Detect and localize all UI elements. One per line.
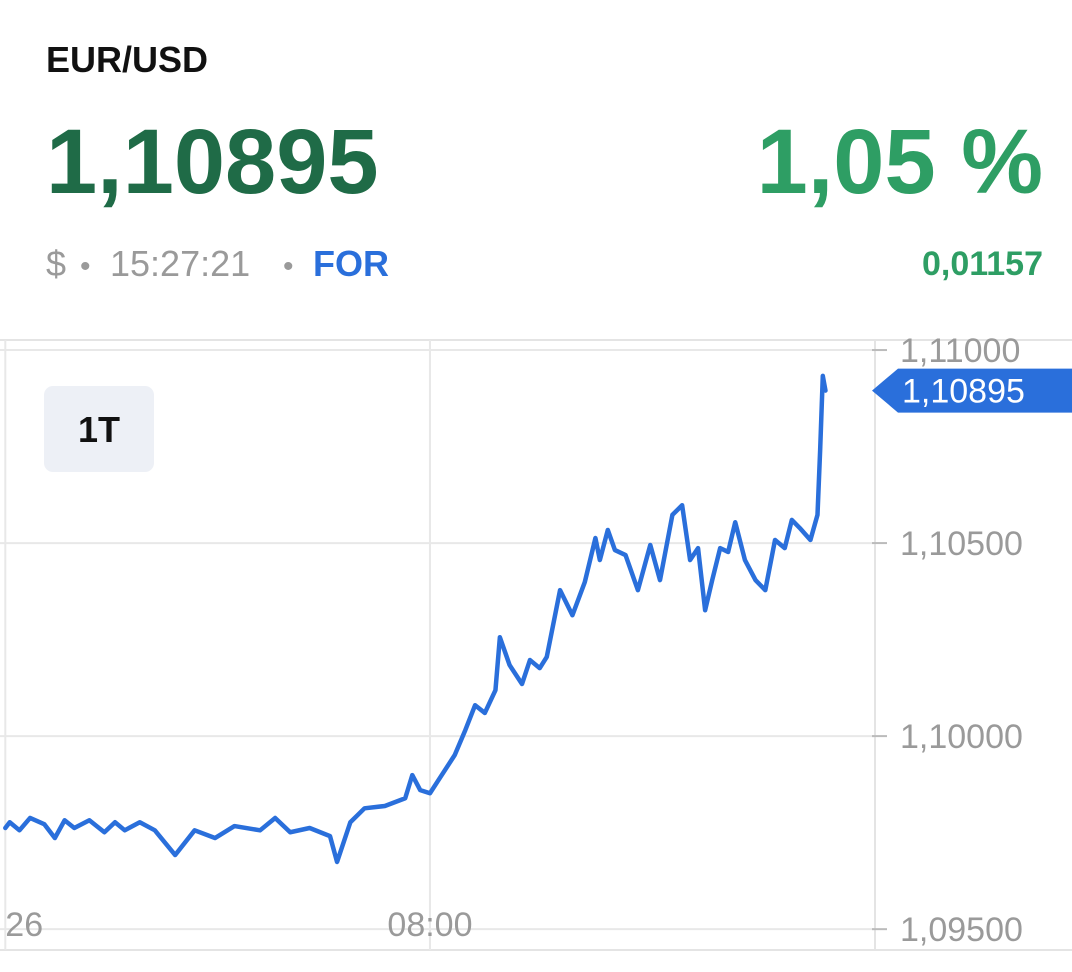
- price: 1,10895: [46, 111, 379, 213]
- price-tag: [872, 368, 1072, 413]
- time: 15:27:21: [110, 243, 250, 284]
- range-button-label[interactable]: 1T: [78, 409, 120, 450]
- y-tick-label: 1,09500: [900, 911, 1023, 949]
- change-percent: 1,05 %: [757, 111, 1043, 213]
- range-button-bg[interactable]: [44, 386, 154, 472]
- range-button[interactable]: 1T: [44, 386, 154, 472]
- y-tick-label: 1,11000: [900, 332, 1020, 370]
- x-tick-label: 26: [5, 906, 43, 944]
- separator: •: [283, 250, 294, 283]
- price-line: [3, 373, 828, 865]
- chart: 1,09500 1,10000 1,10500 1,11000 26 08:00 1,108…: [0, 332, 1072, 950]
- separator: •: [80, 250, 91, 283]
- price-tag-label: 1,10895: [902, 373, 1025, 411]
- x-tick-label: 08:00: [387, 906, 472, 944]
- exchange[interactable]: FOR: [313, 243, 389, 284]
- change-absolute: 0,01157: [922, 245, 1043, 283]
- y-tick-label: 1,10000: [900, 718, 1023, 756]
- currency: $: [46, 243, 66, 284]
- pair-title: EUR/USD: [46, 39, 208, 80]
- y-tick-label: 1,10500: [900, 525, 1023, 563]
